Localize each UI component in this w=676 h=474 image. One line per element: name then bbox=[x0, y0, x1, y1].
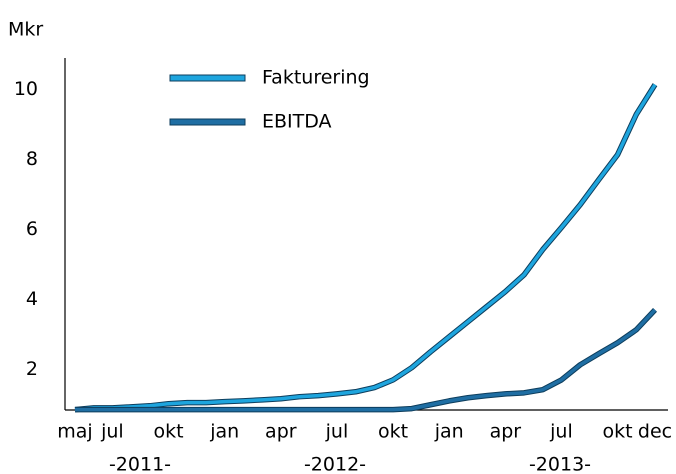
line-outline bbox=[75, 307, 658, 413]
x-tick-label: jul bbox=[100, 421, 124, 443]
y-axis-title: Mkr bbox=[8, 19, 43, 41]
y-tick-label: 10 bbox=[14, 78, 38, 100]
legend-label: EBITDA bbox=[262, 111, 332, 133]
year-label: -2011- bbox=[109, 454, 171, 474]
legend-swatch bbox=[169, 74, 246, 82]
series-line bbox=[74, 83, 657, 412]
y-tick-label: 2 bbox=[26, 358, 38, 380]
x-tick-label: okt bbox=[154, 421, 184, 443]
year-label: -2013- bbox=[529, 454, 591, 474]
x-tick-label: jul bbox=[325, 421, 349, 443]
y-tick-label: 6 bbox=[26, 218, 38, 240]
y-tick-label: 8 bbox=[26, 148, 38, 170]
legend-label: Fakturering bbox=[262, 67, 370, 89]
x-tick-label: apr bbox=[490, 421, 522, 443]
x-tick-label: jan bbox=[434, 421, 464, 443]
x-tick-label: okt bbox=[603, 421, 633, 443]
line-outline bbox=[74, 83, 658, 413]
x-tick-label: jan bbox=[209, 421, 239, 443]
x-tick-label: jul bbox=[549, 421, 573, 443]
x-tick-label: dec bbox=[638, 421, 672, 443]
y-tick-label: 4 bbox=[26, 288, 38, 310]
year-label: -2012- bbox=[304, 454, 366, 474]
x-tick-label: maj bbox=[57, 421, 92, 443]
x-tick-label: okt bbox=[378, 421, 408, 443]
series-line bbox=[75, 308, 657, 412]
x-tick-label: apr bbox=[265, 421, 297, 443]
legend-swatch bbox=[169, 118, 246, 126]
